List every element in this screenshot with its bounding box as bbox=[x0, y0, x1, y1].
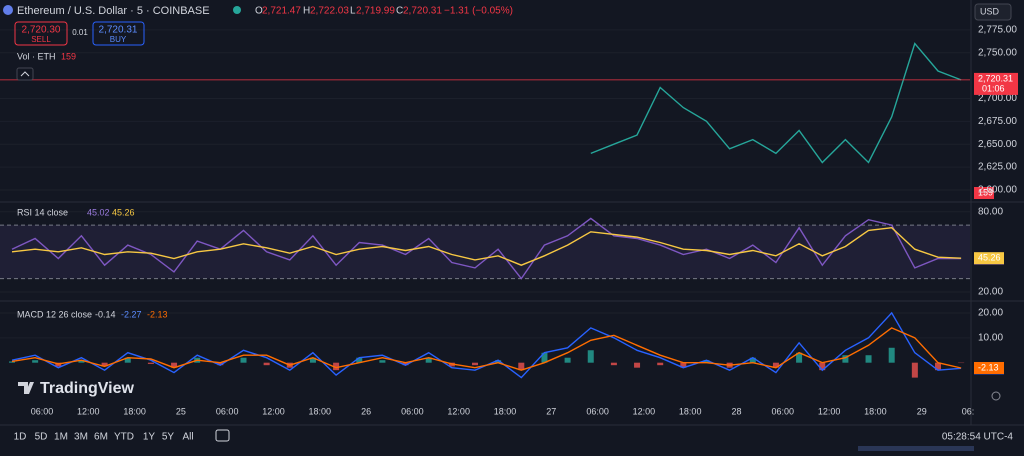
range-button[interactable]: 1Y bbox=[143, 432, 156, 443]
histogram-bar bbox=[657, 363, 663, 365]
time-tick-label: 06:00 bbox=[772, 406, 795, 416]
volume-value: 159 bbox=[61, 51, 76, 61]
price-change: −1.31 (−0.05%) bbox=[444, 6, 513, 17]
y-tick-label: 10.00 bbox=[978, 332, 1003, 343]
watermark: TradingView bbox=[40, 380, 135, 397]
histogram-bar bbox=[889, 348, 895, 363]
histogram-bar bbox=[264, 363, 270, 365]
clock: 05:28:54 UTC-4 bbox=[942, 432, 1014, 443]
sell-label: SELL bbox=[31, 35, 51, 44]
time-tick-label: 12:00 bbox=[633, 406, 656, 416]
range-button[interactable]: 5Y bbox=[162, 432, 175, 443]
spread: 0.01 bbox=[72, 28, 88, 37]
range-button[interactable]: All bbox=[182, 432, 193, 443]
y-tick-label: 80.00 bbox=[978, 206, 1003, 217]
countdown-label: 01:06 bbox=[982, 83, 1005, 93]
y-tick-label: 2,600.00 bbox=[978, 185, 1017, 196]
range-button[interactable]: 5D bbox=[35, 432, 48, 443]
y-tick-label: 20.00 bbox=[978, 287, 1003, 298]
symbol-icon bbox=[3, 5, 13, 15]
time-tick-label: 18:00 bbox=[494, 406, 517, 416]
currency: USD bbox=[980, 6, 1000, 16]
ohlc-value: 2,719.99 bbox=[356, 6, 395, 17]
volume-label: Vol · ETH bbox=[17, 51, 56, 61]
range-button[interactable]: 6M bbox=[94, 432, 108, 443]
rsi-title: RSI 14 close bbox=[17, 207, 68, 217]
time-tick-label: 12:00 bbox=[77, 406, 100, 416]
time-tick-label: 06:00 bbox=[401, 406, 424, 416]
ohlc-value: 2,721.47 bbox=[262, 6, 301, 17]
y-tick-label: 2,625.00 bbox=[978, 162, 1017, 173]
macd-hist-value: -0.14 bbox=[95, 309, 116, 319]
time-tick-label: 12:00 bbox=[262, 406, 285, 416]
sell-price: 2,720.30 bbox=[22, 25, 61, 36]
histogram-bar bbox=[32, 360, 38, 362]
y-tick-label: 2,775.00 bbox=[978, 25, 1017, 36]
time-tick-label: 29 bbox=[917, 406, 927, 416]
time-tick-label: 25 bbox=[176, 406, 186, 416]
symbol-title[interactable]: Ethereum / U.S. Dollar · 5 · COINBASE bbox=[17, 5, 210, 17]
current-price-label: 2,720.31 bbox=[978, 73, 1013, 83]
last-value-label: 45.26 bbox=[978, 253, 1001, 263]
time-tick-label: 28 bbox=[731, 406, 741, 416]
macd-title: MACD 12 26 close bbox=[17, 309, 92, 319]
histogram-bar bbox=[241, 358, 247, 363]
histogram-bar bbox=[912, 363, 918, 378]
range-button[interactable]: YTD bbox=[114, 432, 134, 443]
range-button[interactable]: 1M bbox=[54, 432, 68, 443]
time-tick-label: 06:00 bbox=[586, 406, 609, 416]
y-tick-label: 2,750.00 bbox=[978, 47, 1017, 58]
histogram-bar bbox=[565, 358, 571, 363]
time-tick-label: 27 bbox=[546, 406, 556, 416]
time-tick-label: 06: bbox=[962, 406, 975, 416]
ohlc-value: 2,722.03 bbox=[310, 6, 349, 17]
macd-value: -2.27 bbox=[121, 309, 142, 319]
time-tick-label: 18:00 bbox=[309, 406, 332, 416]
time-tick-label: 12:00 bbox=[447, 406, 470, 416]
histogram-bar bbox=[866, 355, 872, 362]
status-toast bbox=[858, 446, 974, 451]
histogram-bar bbox=[588, 350, 594, 362]
time-tick-label: 18:00 bbox=[864, 406, 887, 416]
histogram-bar bbox=[379, 360, 385, 362]
histogram-bar bbox=[611, 363, 617, 365]
histogram-bar bbox=[634, 363, 640, 368]
y-tick-label: 2,650.00 bbox=[978, 139, 1017, 150]
histogram-bar bbox=[472, 363, 478, 365]
market-status bbox=[233, 6, 241, 14]
ohlc-value: 2,720.31 bbox=[403, 6, 442, 17]
buy-label: BUY bbox=[110, 35, 127, 44]
range-button[interactable]: 1D bbox=[14, 432, 27, 443]
rsi-value: 45.02 bbox=[87, 207, 110, 217]
time-tick-label: 06:00 bbox=[31, 406, 54, 416]
y-tick-label: 20.00 bbox=[978, 308, 1003, 319]
time-tick-label: 06:00 bbox=[216, 406, 239, 416]
rsi-ma-value: 45.26 bbox=[112, 207, 135, 217]
time-tick-label: 18:00 bbox=[679, 406, 702, 416]
signal-value: -2.13 bbox=[147, 309, 168, 319]
time-tick-label: 18:00 bbox=[123, 406, 146, 416]
range-button[interactable]: 3M bbox=[74, 432, 88, 443]
histogram-bar bbox=[148, 363, 154, 364]
last-value-label: -2.13 bbox=[978, 362, 999, 372]
buy-price: 2,720.31 bbox=[99, 25, 138, 36]
time-tick-label: 12:00 bbox=[818, 406, 841, 416]
y-tick-label: 2,675.00 bbox=[978, 116, 1017, 127]
time-tick-label: 26 bbox=[361, 406, 371, 416]
